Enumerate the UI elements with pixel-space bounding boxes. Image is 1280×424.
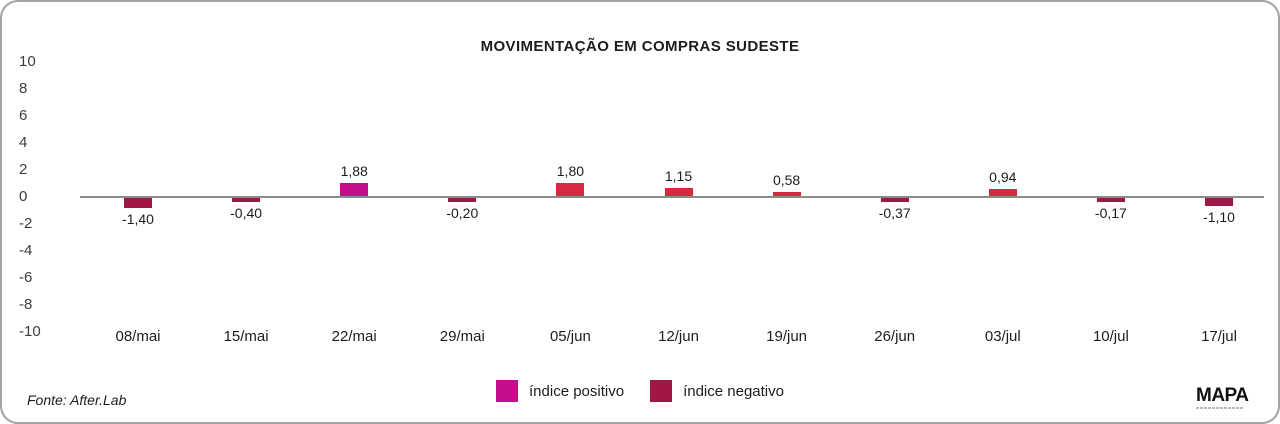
x-tick-label: 03/jul <box>984 328 1021 345</box>
bar-value-label: 0,94 <box>989 169 1017 186</box>
bar-value-label: -1,40 <box>122 210 154 227</box>
legend-label: índice positivo <box>529 382 625 400</box>
x-tick-label: 12/jun <box>658 328 699 345</box>
zero-axis-line <box>80 196 1264 198</box>
bar-value-label: 1,88 <box>340 162 368 179</box>
bar-29/mai <box>448 198 477 202</box>
x-tick-label: 22/mai <box>331 328 377 345</box>
x-tick-label: 26/jun <box>874 328 916 345</box>
x-tick-label: 15/mai <box>223 328 269 345</box>
y-tick-label: -4 <box>19 242 33 259</box>
x-tick-label: 17/jul <box>1201 328 1237 345</box>
y-tick-label: -10 <box>19 323 41 340</box>
bar-08/mai <box>124 198 152 208</box>
y-tick-label: -6 <box>19 269 33 286</box>
y-tick-label: 6 <box>19 107 28 124</box>
y-tick-label: 8 <box>19 80 28 97</box>
y-axis: 10 8 6 4 2 0 -2 -4 -6 -8 -10 <box>2 2 62 422</box>
bar-value-label: -1,10 <box>1203 208 1235 225</box>
x-tick-label: 29/mai <box>439 328 485 345</box>
x-tick-label: 19/jun <box>766 328 808 345</box>
bar-value-label: -0,17 <box>1094 205 1127 221</box>
bar-value-label: -0,37 <box>878 205 911 221</box>
y-tick-label: -8 <box>19 296 33 313</box>
y-tick-label: 4 <box>19 134 28 151</box>
bar-10/jul <box>1096 198 1125 202</box>
bar-17/jul <box>1205 198 1233 206</box>
chart-title: MOVIMENTAÇÃO EM COMPRAS SUDESTE <box>480 38 800 55</box>
y-tick-label: 10 <box>19 53 36 70</box>
source-note: Fonte: After.Lab <box>27 392 127 408</box>
bar-26/jun <box>880 198 909 202</box>
y-tick-label: 0 <box>19 188 28 205</box>
legend-item: índice negativo <box>650 380 784 402</box>
y-tick-label: -2 <box>19 215 33 232</box>
legend-item: índice positivo <box>496 380 624 402</box>
legend: índice positivo índice negativo <box>2 380 1278 402</box>
bar-value-label: 0,58 <box>772 171 801 188</box>
mapa-tagline-microtext <box>1196 407 1243 409</box>
legend-swatch <box>496 380 519 402</box>
bar-15/mai <box>232 198 261 202</box>
x-tick-label: 10/jul <box>1092 328 1129 345</box>
bar-value-label: 1,15 <box>664 167 693 184</box>
mapa-logo-text: MAPA <box>1196 385 1249 406</box>
y-tick-label: 2 <box>19 161 28 178</box>
legend-swatch <box>650 380 673 402</box>
bar-value-label: -0,40 <box>230 205 263 221</box>
bar-19/jun <box>772 191 801 196</box>
x-tick-label: 05/jun <box>549 328 591 345</box>
bar-03/jul <box>988 189 1017 196</box>
bar-value-label: 1,80 <box>556 163 585 180</box>
x-tick-label: 08/mai <box>115 328 161 345</box>
legend-label: índice negativo <box>683 382 784 400</box>
bar-12/jun <box>664 187 693 196</box>
bar-22/mai <box>340 182 369 196</box>
bar-value-label: -0,20 <box>446 205 479 221</box>
bar-05/jun <box>556 183 585 196</box>
mapa-logo: MAPA <box>1196 385 1249 409</box>
